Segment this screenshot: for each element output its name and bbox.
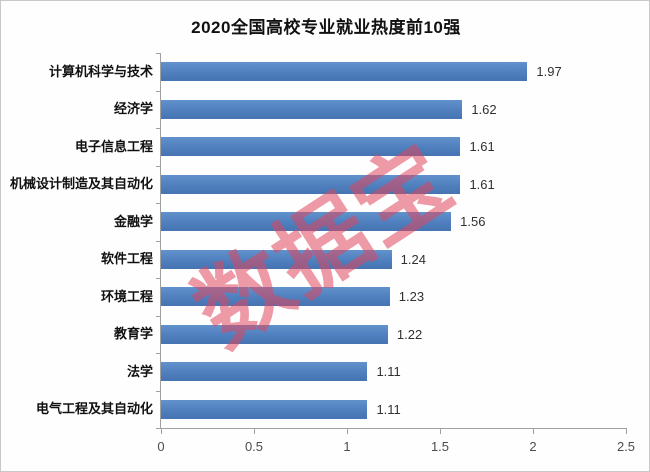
bar-2 bbox=[161, 99, 463, 119]
value-label: 1.56 bbox=[460, 214, 486, 230]
x-axis-tick-label: 2.5 bbox=[616, 439, 636, 454]
value-label: 1.23 bbox=[398, 289, 425, 305]
y-axis-tick bbox=[156, 390, 161, 392]
category-label: 法学 bbox=[126, 363, 153, 379]
x-axis-tick bbox=[533, 429, 534, 434]
category-label: 经济学 bbox=[113, 101, 153, 117]
value-label: 1.22 bbox=[396, 326, 423, 342]
category-label: 电气工程及其自动化 bbox=[35, 401, 153, 417]
y-axis-tick bbox=[156, 353, 161, 354]
y-axis-tick bbox=[156, 240, 161, 242]
x-axis-tick-label: 1.5 bbox=[430, 439, 450, 454]
y-axis-tick bbox=[156, 428, 161, 429]
y-axis-tick bbox=[156, 315, 161, 317]
bar-1 bbox=[161, 62, 528, 82]
category-label: 金融学 bbox=[113, 213, 153, 229]
bar-4 bbox=[161, 174, 461, 194]
x-axis-tick bbox=[440, 429, 441, 434]
bar-3 bbox=[161, 137, 461, 157]
category-label: 教育学 bbox=[113, 326, 153, 342]
x-axis-tick-label: 2 bbox=[529, 439, 537, 454]
value-label: 1.11 bbox=[376, 401, 401, 417]
chart-title: 2020全国高校专业就业热度前10强 bbox=[191, 18, 461, 37]
x-axis-tick-label: 0.5 bbox=[244, 439, 264, 454]
y-axis-tick bbox=[156, 203, 161, 204]
bar-10 bbox=[161, 399, 368, 419]
category-label: 环境工程 bbox=[100, 288, 153, 304]
x-axis-tick bbox=[254, 429, 255, 434]
category-label: 软件工程 bbox=[100, 251, 153, 267]
y-axis-tick bbox=[156, 165, 161, 167]
bar-5 bbox=[161, 212, 452, 232]
category-label: 电子信息工程 bbox=[74, 138, 153, 154]
y-axis-tick bbox=[156, 90, 161, 92]
value-label: 1.61 bbox=[469, 139, 495, 155]
x-axis-tick-label: 0 bbox=[157, 439, 165, 454]
bar-6 bbox=[161, 249, 392, 269]
y-axis-tick bbox=[156, 128, 161, 129]
value-label: 1.24 bbox=[400, 251, 426, 267]
y-axis-tick bbox=[156, 53, 161, 54]
x-axis-tick bbox=[347, 429, 348, 434]
x-axis-tick bbox=[626, 429, 627, 434]
value-label: 1.61 bbox=[469, 176, 495, 192]
value-label: 1.62 bbox=[471, 101, 497, 117]
x-axis-tick bbox=[161, 429, 162, 434]
x-axis-line bbox=[160, 428, 627, 429]
bar-8 bbox=[161, 324, 388, 344]
value-label: 1.11 bbox=[376, 364, 401, 380]
category-label: 机械设计制造及其自动化 bbox=[9, 176, 153, 192]
bar-9 bbox=[161, 362, 368, 382]
category-label: 计算机科学与技术 bbox=[48, 63, 153, 79]
y-axis-tick bbox=[156, 278, 161, 279]
x-axis-tick-label: 1 bbox=[343, 439, 351, 454]
bar-7 bbox=[161, 287, 390, 307]
value-label: 1.97 bbox=[536, 64, 562, 80]
